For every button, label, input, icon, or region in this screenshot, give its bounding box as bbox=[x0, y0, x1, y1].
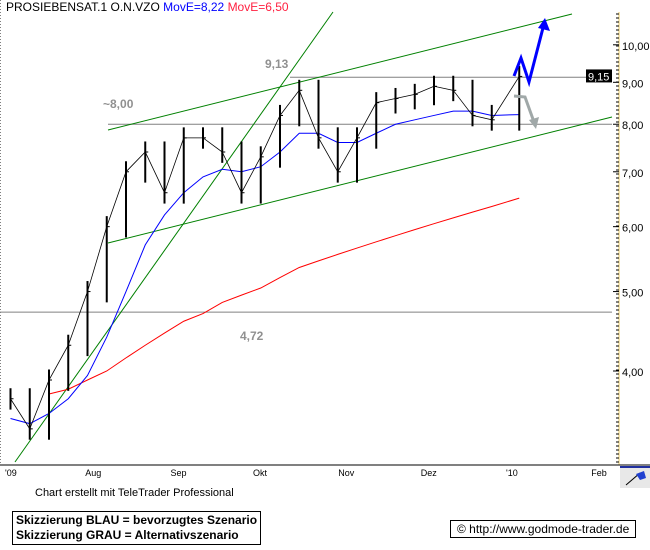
price-line bbox=[10, 76, 520, 430]
x-tick-label: Okt bbox=[253, 468, 268, 478]
copyright-link[interactable]: © http://www.godmode-trader.de bbox=[450, 520, 637, 538]
y-tick-label: 7,00 bbox=[622, 168, 643, 180]
x-tick-label: Nov bbox=[338, 468, 355, 478]
chart-credit: Chart erstellt mit TeleTrader Profession… bbox=[35, 487, 234, 499]
x-tick-label: Aug bbox=[85, 468, 101, 478]
drawing-tool-button[interactable] bbox=[620, 466, 650, 488]
legend-blue: Skizzierung BLAU = bevorzugtes Szenario bbox=[16, 513, 258, 527]
x-tick-label: Sep bbox=[171, 468, 187, 478]
axis-top bbox=[620, 0, 650, 12]
y-tick-label: 6,00 bbox=[622, 223, 643, 235]
y-tick-label: 4,00 bbox=[622, 367, 643, 379]
x-tick-label: '10 bbox=[506, 468, 518, 478]
y-tick-label: 10,00 bbox=[622, 41, 650, 53]
pen-icon bbox=[636, 471, 646, 480]
symbol-label: PROSIEBENSAT.1 O.N.VZO bbox=[6, 0, 160, 14]
ma-long-line bbox=[48, 197, 520, 395]
x-tick-label: '09 bbox=[5, 468, 17, 478]
ma-short-label: MovE=8,22 bbox=[163, 0, 225, 14]
chart-title: PROSIEBENSAT.1 O.N.VZO MovE=8,22 MovE=6,… bbox=[6, 0, 289, 14]
level-label: 9,13 bbox=[265, 57, 289, 71]
x-tick-label: Feb bbox=[591, 468, 607, 478]
scenario-blue-arrow bbox=[512, 23, 546, 88]
trend-line bbox=[107, 116, 613, 244]
level-label: 4,72 bbox=[240, 329, 264, 343]
last-price-tag bbox=[586, 69, 612, 83]
price-chart: 10,00 9,00 8,00 7,00 6,00 5,00 4,00 '09 Aug Sep Ok… bbox=[0, 0, 650, 478]
x-tick-label: Dez bbox=[421, 468, 438, 478]
level-label: ~8,00 bbox=[103, 97, 134, 111]
ma-long-label: MovE=6,50 bbox=[227, 0, 289, 14]
last-price-label: 9,15 bbox=[588, 71, 609, 83]
y-tick-label: 8,00 bbox=[622, 120, 643, 132]
arrowhead-icon bbox=[538, 18, 550, 31]
y-tick-label: 5,00 bbox=[622, 288, 643, 300]
scenario-legend: Skizzierung BLAU = bevorzugtes Szenario S… bbox=[12, 511, 262, 545]
legend-gray: Skizzierung GRAU = Alternativszenario bbox=[16, 528, 239, 542]
arrowhead-icon bbox=[529, 117, 539, 129]
trend-line bbox=[14, 11, 334, 463]
y-tick-label: 9,00 bbox=[622, 78, 643, 90]
ma-short-line bbox=[10, 110, 520, 425]
trend-line bbox=[107, 13, 573, 131]
scenario-gray-arrow bbox=[513, 94, 536, 123]
